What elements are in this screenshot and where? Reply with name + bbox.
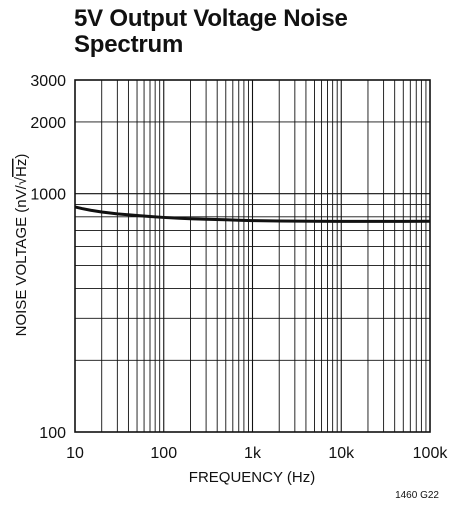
series-layer [74, 205, 431, 223]
x-axis-label: FREQUENCY (Hz) [189, 469, 315, 486]
y-tick-label: 2000 [30, 115, 66, 132]
x-tick-label: 1k [244, 445, 262, 462]
y-axis-label: NOISE VOLTAGE (nV/√Hz) [13, 154, 30, 337]
x-tick-label: 10 [66, 445, 84, 462]
y-tick-label: 100 [39, 425, 66, 442]
plot-area-frame [74, 79, 431, 433]
y-tick-label: 1000 [30, 187, 66, 204]
chart-title: 5V Output Voltage Noise Spectrum [74, 6, 434, 58]
y-tick-labels: 100 1000 2000 3000 [30, 73, 66, 442]
x-tick-label: 100k [413, 445, 449, 462]
chart-title-line-1: 5V Output Voltage Noise [74, 5, 348, 32]
y-axis-label-radical: √ [13, 176, 30, 185]
x-tick-label: 100 [150, 445, 177, 462]
y-axis-label-main: NOISE VOLTAGE (nV/ [13, 184, 30, 336]
y-axis-label-text: NOISE VOLTAGE (nV/√Hz) [13, 154, 30, 337]
x-tick-label: 10k [328, 445, 355, 462]
noise-curve [74, 205, 431, 223]
grid-lines [75, 80, 430, 432]
y-axis-label-close: ) [13, 154, 30, 159]
x-tick-labels: 10 100 1k 10k 100k [66, 445, 448, 462]
y-tick-label: 3000 [30, 73, 66, 90]
chart-title-line-2: Spectrum [74, 31, 184, 58]
figure-code: 1460 G22 [395, 490, 439, 501]
y-axis-label-radicand: Hz [13, 159, 30, 177]
